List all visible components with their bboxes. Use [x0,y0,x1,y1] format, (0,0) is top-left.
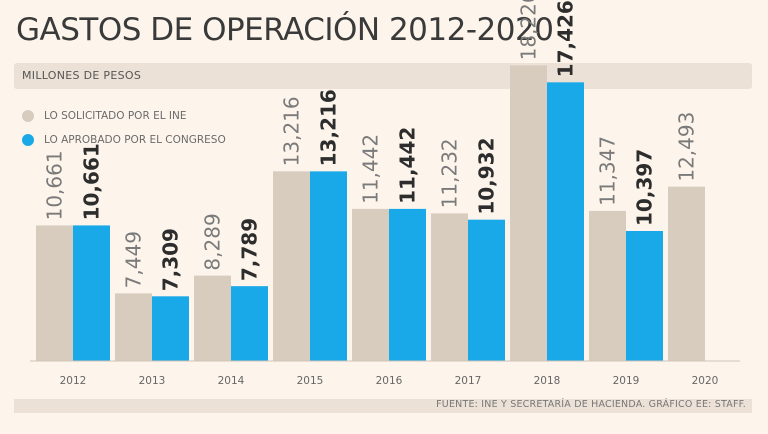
value-label-2016-solicitado: 11,442 [359,134,383,204]
legend-item-aprobado: LO APROBADO POR EL CONGRESO [22,130,226,150]
legend-swatch-aprobado [22,134,34,146]
bar-2018-solicitado [510,65,547,361]
value-label-2012-aprobado: 10,661 [80,143,104,220]
x-tick-2020: 2020 [692,375,719,387]
value-label-2014-aprobado: 7,789 [238,218,262,281]
legend: LO SOLICITADO POR EL INE LO APROBADO POR… [22,106,226,154]
bar-2019-solicitado [589,210,626,361]
value-label-2016-aprobado: 11,442 [396,127,420,204]
x-tick-2012: 2012 [60,375,87,387]
value-label-2018-aprobado: 17,426 [554,0,578,77]
x-tick-2017: 2017 [455,375,482,387]
legend-label-aprobado: LO APROBADO POR EL CONGRESO [44,134,226,146]
bar-2014-aprobado [231,286,268,361]
value-label-2020-solicitado: 12,493 [675,112,699,182]
value-label-2017-aprobado: 10,932 [475,137,499,214]
chart-title: GASTOS DE OPERACIÓN 2012-2020 [16,12,554,48]
bar-2012-solicitado [36,225,73,361]
value-label-2017-solicitado: 11,232 [438,138,462,208]
value-label-2018-solicitado: 18,226 [517,0,541,60]
x-tick-2013: 2013 [139,375,166,387]
value-label-2014-solicitado: 8,289 [201,213,225,270]
bar-2016-solicitado [352,208,389,361]
x-tick-2016: 2016 [376,375,403,387]
value-label-2013-aprobado: 7,309 [159,228,183,291]
legend-label-solicitado: LO SOLICITADO POR EL INE [44,110,187,122]
chart-subtitle: MILLONES DE PESOS [22,69,142,82]
x-tick-2014: 2014 [218,375,245,387]
bar-2020-solicitado [668,186,705,361]
bar-2017-solicitado [431,213,468,361]
value-label-2013-solicitado: 7,449 [122,231,146,288]
bar-2014-solicitado [194,275,231,361]
value-label-2019-solicitado: 11,347 [596,136,620,206]
subtitle-bar: MILLONES DE PESOS [14,63,752,89]
x-tick-2018: 2018 [534,375,561,387]
legend-item-solicitado: LO SOLICITADO POR EL INE [22,106,226,126]
bar-2018-aprobado [547,82,584,361]
bar-2013-solicitado [115,293,152,361]
bar-2019-aprobado [626,230,663,361]
value-label-2015-solicitado: 13,216 [280,96,304,166]
bar-2012-aprobado [73,225,110,361]
x-tick-2015: 2015 [297,375,324,387]
value-label-2012-solicitado: 10,661 [43,150,67,220]
bar-2015-aprobado [310,171,347,361]
bar-2017-aprobado [468,219,505,361]
bar-2015-solicitado [273,171,310,361]
value-label-2015-aprobado: 13,216 [317,89,341,166]
value-label-2019-aprobado: 10,397 [633,149,657,226]
bar-2013-aprobado [152,296,189,361]
x-tick-2019: 2019 [613,375,640,387]
legend-swatch-solicitado [22,110,34,122]
bar-2016-aprobado [389,208,426,361]
footer-bar: FUENTE: INE Y SECRETARÍA DE HACIENDA. GR… [14,399,752,413]
source-note: FUENTE: INE Y SECRETARÍA DE HACIENDA. GR… [436,399,746,410]
